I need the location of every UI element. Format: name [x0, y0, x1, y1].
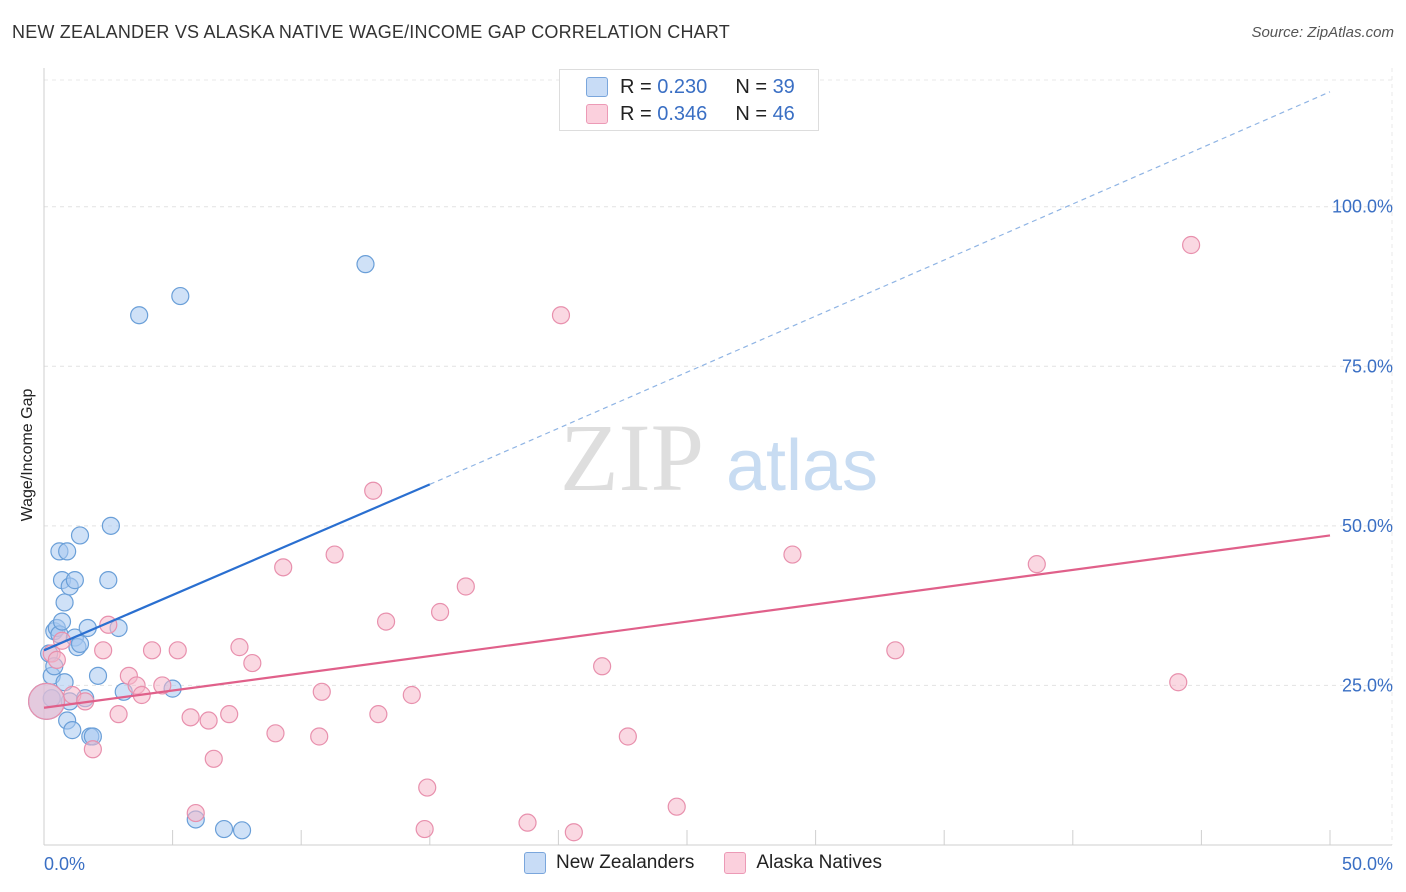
n-value: 46 — [772, 102, 795, 125]
alaska-native-point — [94, 641, 113, 660]
stats-row-alaska-natives: R = 0.346 N = 46 — [586, 102, 795, 126]
new-zealander-point — [63, 721, 82, 740]
legend-item-alaska-natives[interactable]: Alaska Natives — [724, 852, 882, 874]
new-zealander-trend-extension — [429, 91, 1331, 485]
r-value: 0.346 — [657, 102, 708, 125]
legend-label: New Zealanders — [555, 852, 695, 873]
alaska-native-point — [153, 676, 172, 695]
y-tick-label: 100.0% — [1332, 197, 1393, 217]
data-points — [27, 235, 1201, 842]
alaska-native-point — [618, 727, 637, 746]
watermark: ZIP atlas — [560, 404, 878, 511]
alaska-native-point — [27, 682, 66, 720]
alaska-native-point — [430, 602, 450, 622]
alaska-native-point — [325, 545, 344, 564]
legend-swatch-alaska-natives — [586, 104, 608, 124]
r-value: 0.230 — [657, 75, 708, 98]
alaska-native-point — [199, 711, 218, 730]
r-label: R = — [620, 102, 652, 125]
new-zealander-trend — [43, 483, 431, 652]
alaska-native-point — [109, 705, 128, 724]
alaska-native-point — [551, 306, 571, 325]
alaska-native-point — [402, 685, 421, 705]
new-zealander-point — [214, 819, 234, 839]
r-label: R = — [620, 75, 652, 98]
alaska-native-point — [518, 813, 537, 832]
y-tick-label: 25.0% — [1342, 675, 1393, 695]
alaska-native-point — [83, 740, 102, 759]
alaska-native-point — [204, 749, 223, 768]
alaska-native-point — [274, 558, 293, 577]
alaska-native-point — [376, 612, 396, 631]
alaska-native-point — [564, 823, 583, 842]
legend-swatch-new-zealanders — [586, 77, 608, 97]
alaska-native-point — [220, 705, 239, 724]
new-zealander-point — [356, 255, 375, 274]
stats-legend: R = 0.230 N = 39 R = 0.346 N = 46 — [559, 69, 819, 131]
tick-labels: 25.0% 50.0% 75.0% 100.0% 0.0% 50.0% — [44, 197, 1393, 874]
alaska-native-point — [886, 641, 905, 660]
axes — [43, 68, 1392, 846]
alaska-native-point — [47, 650, 66, 669]
new-zealander-point — [88, 666, 108, 685]
n-label: N = — [735, 102, 767, 125]
alaska-native-point — [142, 641, 162, 660]
n-label: N = — [735, 75, 767, 98]
new-zealander-point — [52, 612, 72, 631]
legend-swatch-alaska-natives — [724, 852, 747, 874]
grid-lines — [44, 68, 1393, 845]
alaska-native-point — [230, 638, 249, 657]
new-zealander-point — [171, 286, 190, 306]
legend-item-new-zealanders[interactable]: New Zealanders — [523, 852, 695, 874]
alaska-native-point — [364, 481, 383, 500]
source-credit: Source: ZipAtlas.com — [1251, 24, 1394, 41]
trend-lines — [43, 91, 1331, 709]
alaska-native-point — [456, 577, 475, 596]
alaska-native-point — [1169, 673, 1188, 692]
alaska-native-point — [243, 653, 262, 673]
watermark-atlas: atlas — [726, 426, 878, 506]
n-value: 39 — [772, 75, 795, 98]
stats-row-new-zealanders: R = 0.230 N = 39 — [586, 75, 795, 99]
chart-title: NEW ZEALANDER VS ALASKA NATIVE WAGE/INCO… — [12, 22, 730, 42]
alaska-native-point — [667, 797, 686, 816]
series-legend: New Zealanders Alaska Natives — [0, 852, 1406, 874]
alaska-native-point — [312, 682, 331, 701]
new-zealander-point — [130, 306, 149, 325]
alaska-native-point — [415, 819, 434, 839]
alaska-native-point — [418, 778, 437, 797]
new-zealander-point — [232, 821, 252, 840]
alaska-native-trend — [43, 534, 1331, 709]
x-tick-label: 0.0% — [44, 854, 85, 874]
y-tick-label: 50.0% — [1342, 516, 1393, 536]
legend-label: Alaska Natives — [756, 852, 882, 873]
alaska-native-point — [266, 724, 285, 743]
new-zealander-point — [101, 516, 120, 535]
y-tick-label: 75.0% — [1342, 356, 1393, 376]
alaska-native-point — [1182, 235, 1201, 255]
alaska-native-point — [369, 705, 388, 724]
watermark-zip: ZIP — [560, 404, 704, 511]
alaska-native-point — [1027, 555, 1046, 574]
new-zealander-point — [99, 571, 118, 590]
alaska-native-point — [783, 545, 802, 564]
alaska-native-point — [186, 803, 205, 823]
alaska-native-point — [168, 641, 187, 660]
x-tick-label: 50.0% — [1342, 854, 1393, 874]
alaska-native-point — [310, 727, 329, 746]
new-zealander-point — [58, 542, 77, 561]
alaska-native-point — [593, 657, 612, 676]
new-zealander-point — [70, 526, 90, 545]
new-zealander-point — [55, 593, 74, 612]
alaska-native-point — [181, 708, 200, 727]
new-zealander-point — [65, 571, 84, 590]
legend-swatch-new-zealanders — [523, 852, 546, 874]
